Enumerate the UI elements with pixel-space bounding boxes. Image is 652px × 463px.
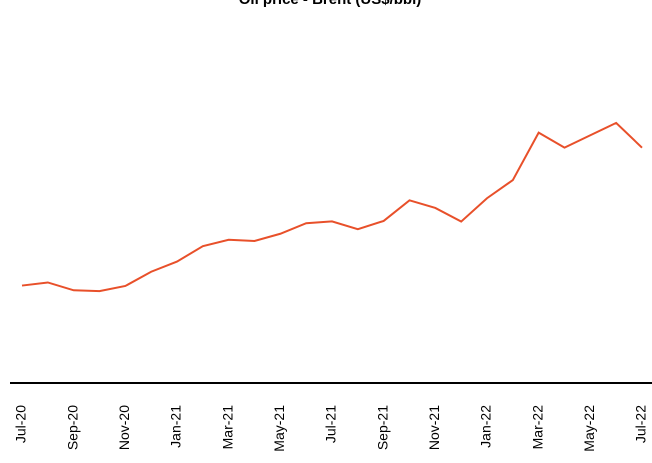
x-tick-label: Jan-21 bbox=[168, 405, 184, 448]
x-tick-label: Mar-21 bbox=[219, 405, 235, 450]
x-tick-label: Jan-22 bbox=[478, 405, 494, 448]
x-tick-label: Jul-22 bbox=[633, 405, 649, 443]
x-tick-label: Mar-22 bbox=[529, 405, 545, 450]
series-line bbox=[21, 121, 643, 293]
x-tick-label: Jul-20 bbox=[13, 405, 29, 443]
x-tick-label: Jul-21 bbox=[323, 405, 339, 443]
x-tick-label: Sep-21 bbox=[374, 405, 390, 450]
chart-title: Oil price - Brent (US$/bbl) bbox=[239, 0, 422, 8]
x-tick-label: May-22 bbox=[581, 405, 597, 452]
x-tick-label: Sep-20 bbox=[64, 405, 80, 450]
x-tick-label: Nov-20 bbox=[116, 405, 132, 450]
x-tick-label: May-21 bbox=[271, 405, 287, 452]
x-tick-label: Nov-21 bbox=[426, 405, 442, 450]
